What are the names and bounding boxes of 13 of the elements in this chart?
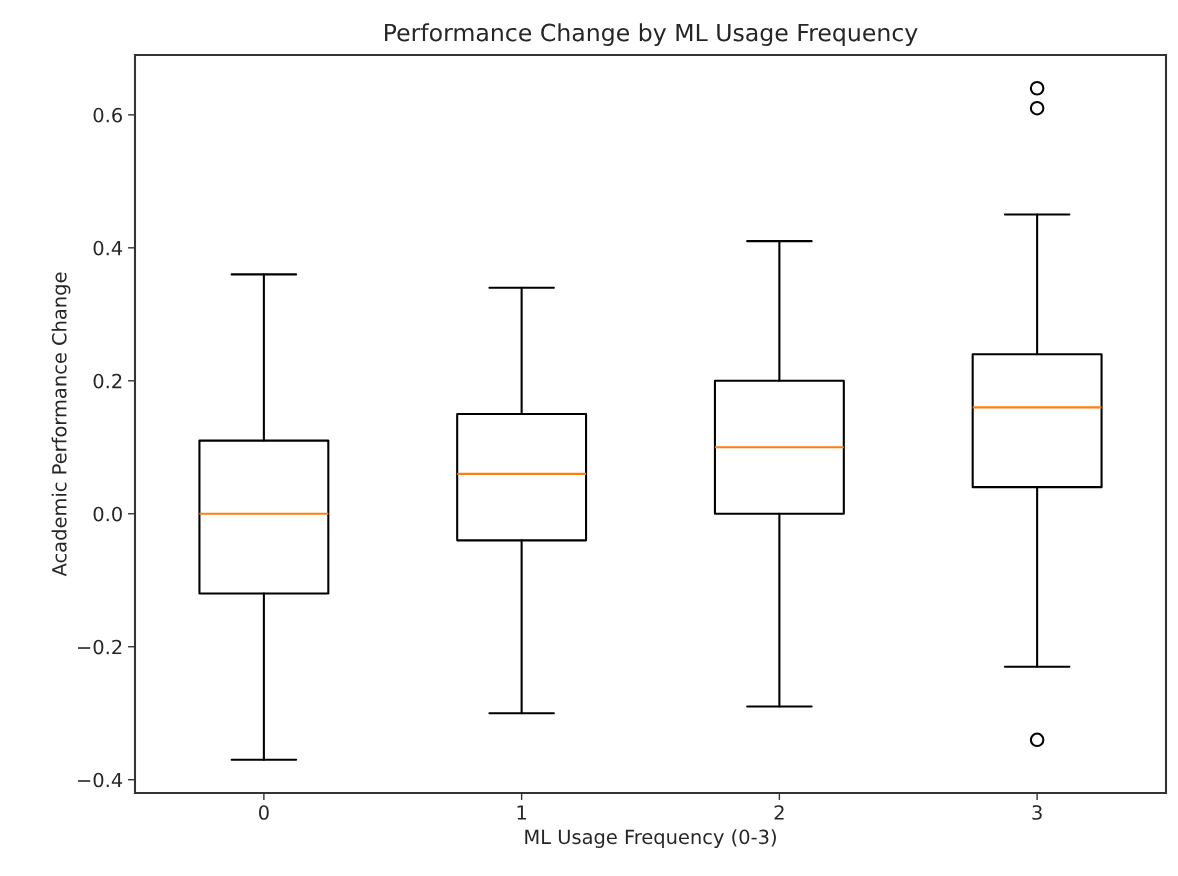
y-tick-label: 0.4 [93,240,123,256]
y-tick-label: 0.2 [93,373,122,389]
x-tick-label: 3 [1032,805,1042,820]
y-tick-label: −0.2 [78,639,122,655]
y-tick-label: 0.0 [93,506,122,522]
y-axis-title: Academic Performance Change [51,272,71,577]
chart-title: Performance Change by ML Usage Frequency [385,23,918,47]
x-axis-title: ML Usage Frequency (0-3) [525,829,776,848]
y-tick-label: 0.6 [93,107,122,123]
x-tick-label: 1 [517,805,527,820]
y-tick-label: −0.4 [78,772,123,788]
x-tick-label: 2 [774,805,784,820]
x-tick-label: 0 [258,805,269,820]
